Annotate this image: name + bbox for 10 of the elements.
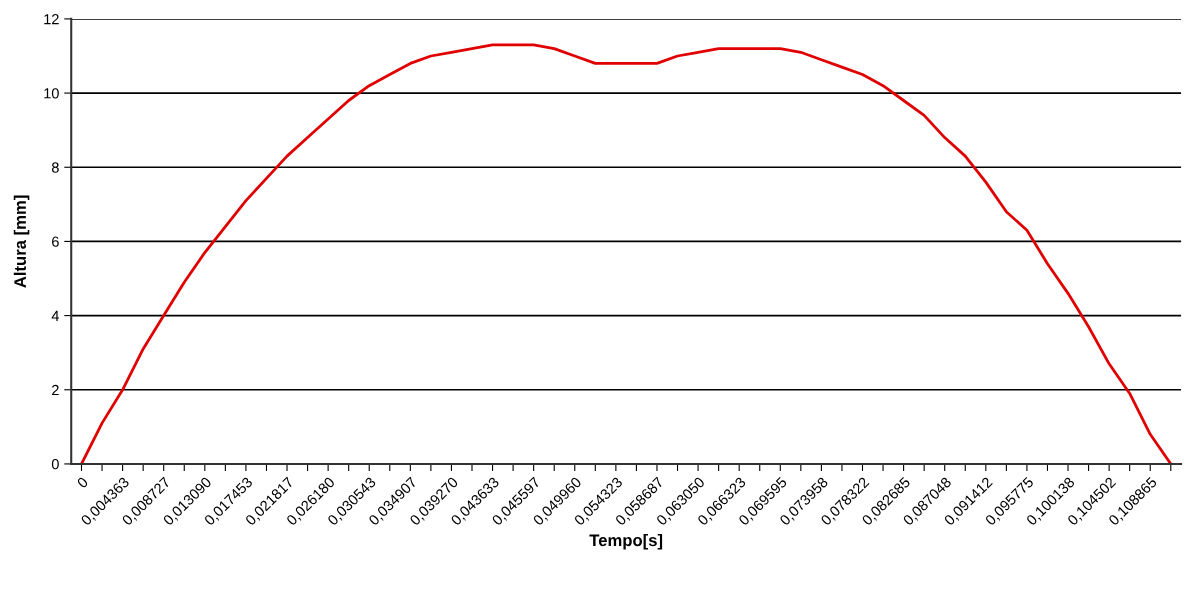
y-tick-label: 2 <box>52 384 59 396</box>
y-tick-label: 8 <box>51 162 59 173</box>
line-series <box>80 43 1173 464</box>
y-axis-title: Altura [mm] <box>13 195 30 288</box>
x-axis-title: Tempo[s] <box>589 533 663 550</box>
y-tick-label: 12 <box>44 14 59 25</box>
y-tick-label: 0 <box>51 459 59 470</box>
y-tick-label: 10 <box>44 88 59 99</box>
y-tick-label: 4 <box>51 310 59 321</box>
y-tick-label: 6 <box>52 236 59 247</box>
